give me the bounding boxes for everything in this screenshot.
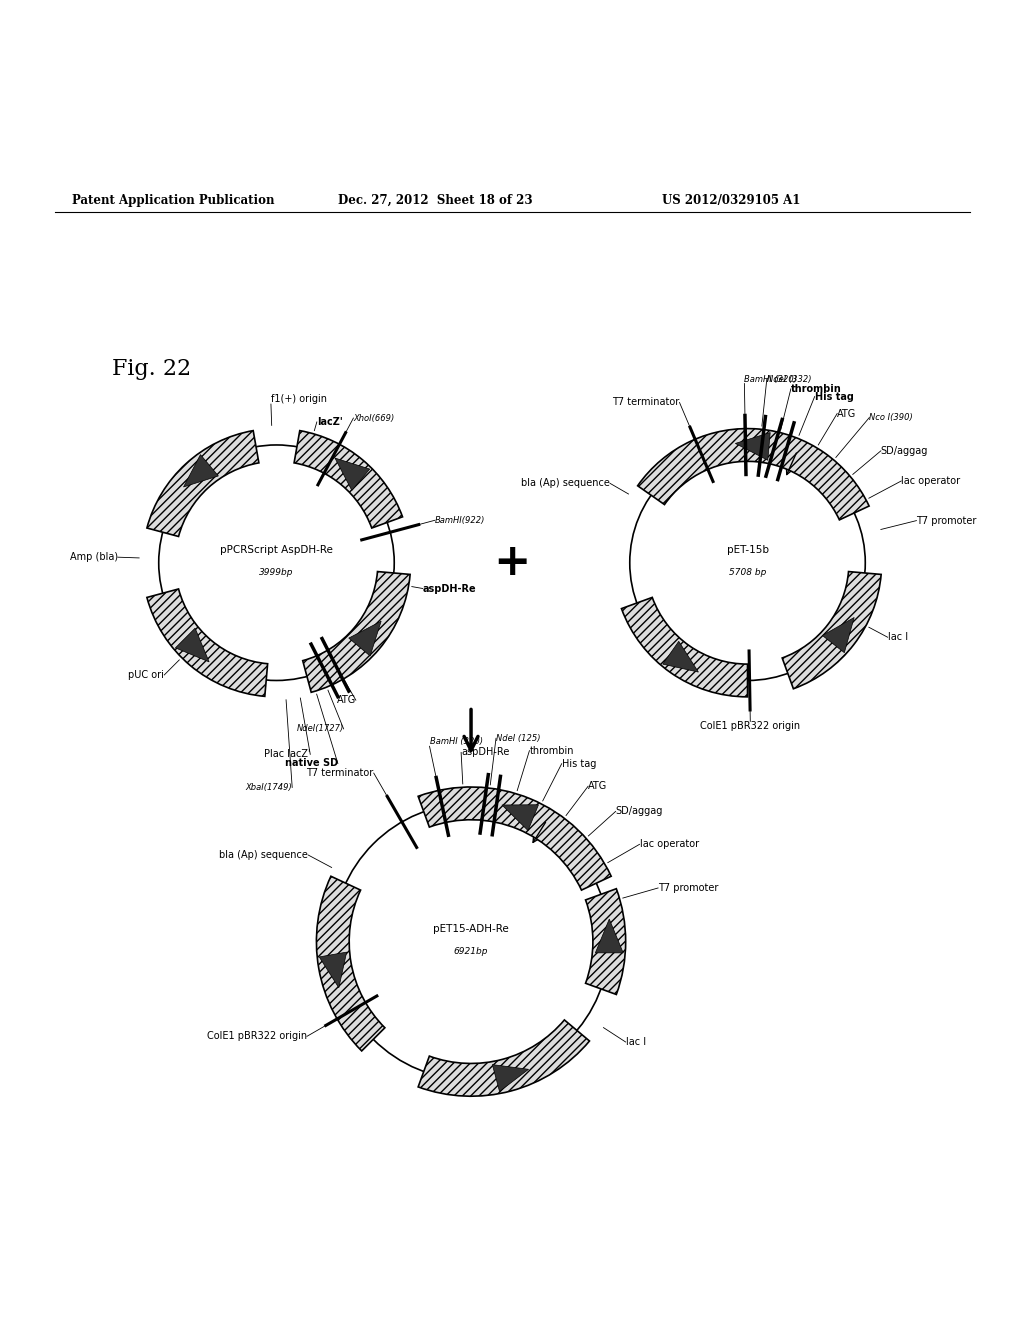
Polygon shape <box>822 618 854 652</box>
Text: pET-15b: pET-15b <box>726 545 769 556</box>
Text: bla (Ap) sequence: bla (Ap) sequence <box>219 850 308 861</box>
Wedge shape <box>316 876 471 1051</box>
Text: BamHI (320): BamHI (320) <box>744 375 798 384</box>
Polygon shape <box>595 919 624 953</box>
Text: T7 terminator: T7 terminator <box>612 397 680 408</box>
Wedge shape <box>748 562 882 689</box>
Polygon shape <box>735 433 770 461</box>
Text: lac I: lac I <box>626 1038 646 1047</box>
Text: BamHI (320): BamHI (320) <box>429 738 482 746</box>
Wedge shape <box>316 876 385 1051</box>
Wedge shape <box>782 572 882 689</box>
Polygon shape <box>663 642 698 672</box>
Text: SD/aggag: SD/aggag <box>615 807 663 816</box>
Text: SD/aggag: SD/aggag <box>881 446 928 455</box>
Wedge shape <box>638 429 869 562</box>
Polygon shape <box>493 1065 528 1092</box>
Text: XhoI(669): XhoI(669) <box>353 413 394 422</box>
Text: NdeI(1727): NdeI(1727) <box>296 725 344 734</box>
Text: pUC ori: pUC ori <box>128 671 164 680</box>
Text: thrombin: thrombin <box>529 746 573 755</box>
Text: f1(+) origin: f1(+) origin <box>271 395 327 404</box>
Wedge shape <box>622 562 748 697</box>
Wedge shape <box>294 430 402 528</box>
Text: aspDH-Re: aspDH-Re <box>423 583 476 594</box>
Text: His tag: His tag <box>562 759 596 768</box>
Text: BamHI(922): BamHI(922) <box>435 516 485 525</box>
Text: lacZ': lacZ' <box>316 417 343 426</box>
Polygon shape <box>502 805 539 830</box>
Wedge shape <box>638 429 869 520</box>
Text: His tag: His tag <box>815 392 854 401</box>
Text: Nco I(390): Nco I(390) <box>869 413 913 422</box>
Text: pET15-ADH-Re: pET15-ADH-Re <box>433 924 509 935</box>
Text: native SD: native SD <box>285 759 338 768</box>
Wedge shape <box>418 941 590 1096</box>
Text: T7 promoter: T7 promoter <box>658 883 719 892</box>
Text: 6921bp: 6921bp <box>454 948 488 956</box>
Text: ATG: ATG <box>337 696 356 705</box>
Text: T7 terminator: T7 terminator <box>306 768 374 777</box>
Text: aspDH-Re: aspDH-Re <box>461 747 510 758</box>
Polygon shape <box>319 952 347 987</box>
Text: T7 promoter: T7 promoter <box>916 516 977 525</box>
Wedge shape <box>276 430 402 562</box>
Polygon shape <box>349 622 381 656</box>
Text: lac I: lac I <box>888 632 908 643</box>
Text: pPCRScript AspDH-Re: pPCRScript AspDH-Re <box>220 545 333 556</box>
Polygon shape <box>175 628 209 661</box>
Wedge shape <box>586 888 626 994</box>
Text: US 2012/0329105 A1: US 2012/0329105 A1 <box>662 194 801 207</box>
Text: Fig. 22: Fig. 22 <box>112 358 191 380</box>
Text: 3999bp: 3999bp <box>259 569 294 577</box>
Text: lac operator: lac operator <box>640 840 698 849</box>
Wedge shape <box>146 562 276 697</box>
Text: thrombin: thrombin <box>791 384 842 393</box>
Wedge shape <box>303 572 411 692</box>
Text: ATG: ATG <box>588 781 607 791</box>
Wedge shape <box>418 1020 590 1096</box>
Text: Plac lacZ': Plac lacZ' <box>264 750 310 759</box>
Text: NdeI (125): NdeI (125) <box>496 734 541 743</box>
Wedge shape <box>471 888 626 994</box>
Text: Amp (bla): Amp (bla) <box>70 552 118 562</box>
Text: NdeI (332): NdeI (332) <box>767 375 811 384</box>
Polygon shape <box>183 454 218 487</box>
Text: XbaI(1749): XbaI(1749) <box>246 783 292 792</box>
Wedge shape <box>146 430 259 536</box>
Text: ColE1 pBR322 origin: ColE1 pBR322 origin <box>207 1031 307 1041</box>
Text: Patent Application Publication: Patent Application Publication <box>72 194 274 207</box>
Wedge shape <box>622 598 748 697</box>
Text: +: + <box>494 541 530 585</box>
Text: ColE1 pBR322 origin: ColE1 pBR322 origin <box>700 722 801 731</box>
Wedge shape <box>146 589 267 697</box>
Wedge shape <box>276 562 411 692</box>
Text: bla (Ap) sequence: bla (Ap) sequence <box>521 478 610 488</box>
Wedge shape <box>418 787 611 941</box>
Text: ATG: ATG <box>838 408 856 418</box>
Text: lac operator: lac operator <box>901 477 961 486</box>
Wedge shape <box>146 430 276 562</box>
Polygon shape <box>335 458 370 491</box>
Wedge shape <box>418 787 611 890</box>
Text: Dec. 27, 2012  Sheet 18 of 23: Dec. 27, 2012 Sheet 18 of 23 <box>338 194 532 207</box>
Text: 5708 bp: 5708 bp <box>729 569 766 577</box>
